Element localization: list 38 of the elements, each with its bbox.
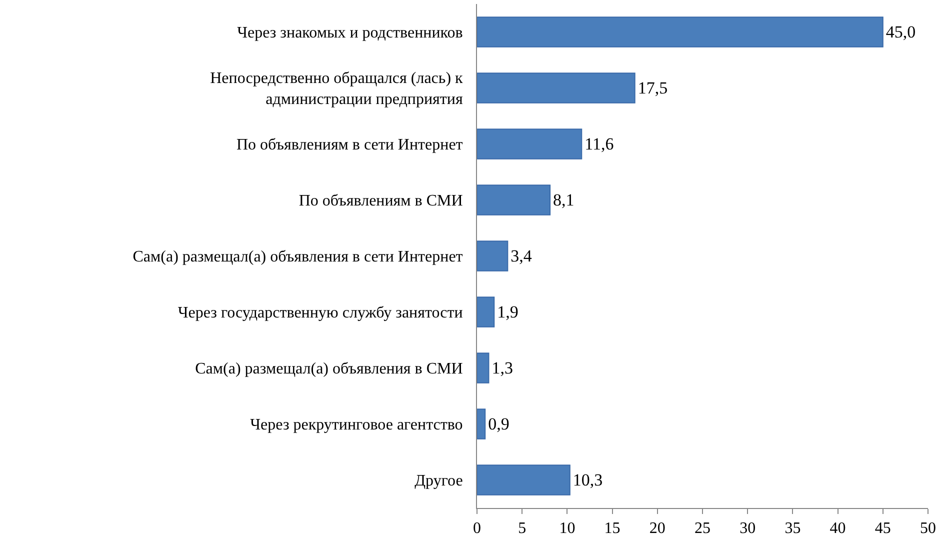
bar xyxy=(477,464,570,496)
data-label: 10,3 xyxy=(572,470,603,490)
bar xyxy=(477,128,582,160)
x-tick-label: 0 xyxy=(473,520,481,538)
y-tick-label: По объявлениям в сети Интернет xyxy=(236,136,463,154)
x-tick-label: 45 xyxy=(874,520,891,538)
x-tick-label: 10 xyxy=(559,520,576,538)
data-label: 0,9 xyxy=(488,414,510,434)
bar xyxy=(477,240,508,272)
y-tick-label: Через рекрутинговое агентство xyxy=(250,416,463,434)
y-tick-label: Через государственную службу занятости xyxy=(178,304,464,322)
bar xyxy=(477,16,884,48)
y-tick-label: Другое xyxy=(414,472,463,490)
data-label: 11,6 xyxy=(584,134,614,154)
y-tick-label: Сам(а) размещал(а) объявления в сети Интернет xyxy=(132,248,463,266)
y-tick-label: Сам(а) размещал(а) объявления в СМИ xyxy=(195,360,464,378)
data-label: 8,1 xyxy=(553,190,574,210)
data-label: 1,3 xyxy=(492,358,513,378)
bar xyxy=(477,296,495,328)
x-tick-label: 5 xyxy=(518,520,526,538)
bar xyxy=(477,352,490,384)
bar xyxy=(477,184,551,216)
y-tick-label: По объявлениям в СМИ xyxy=(298,192,464,210)
data-label: 3,4 xyxy=(510,246,532,266)
y-tick-label: Через знакомых и родственников xyxy=(237,24,464,42)
x-tick-label: 20 xyxy=(649,520,666,538)
x-tick-label: 25 xyxy=(694,520,710,538)
x-tick-label: 50 xyxy=(920,520,936,538)
data-label: 17,5 xyxy=(638,78,668,98)
bar xyxy=(477,72,636,104)
y-tick-label: Непосредственно обращался (лась) к администрации предприятия xyxy=(210,70,464,108)
bar xyxy=(477,408,486,440)
x-tick-label: 15 xyxy=(604,520,620,538)
x-tick-label: 30 xyxy=(740,520,756,538)
x-tick-label: 40 xyxy=(830,520,846,538)
data-label: 1,9 xyxy=(497,302,518,322)
data-label: 45,0 xyxy=(886,22,916,42)
x-tick-label: 35 xyxy=(784,520,801,538)
